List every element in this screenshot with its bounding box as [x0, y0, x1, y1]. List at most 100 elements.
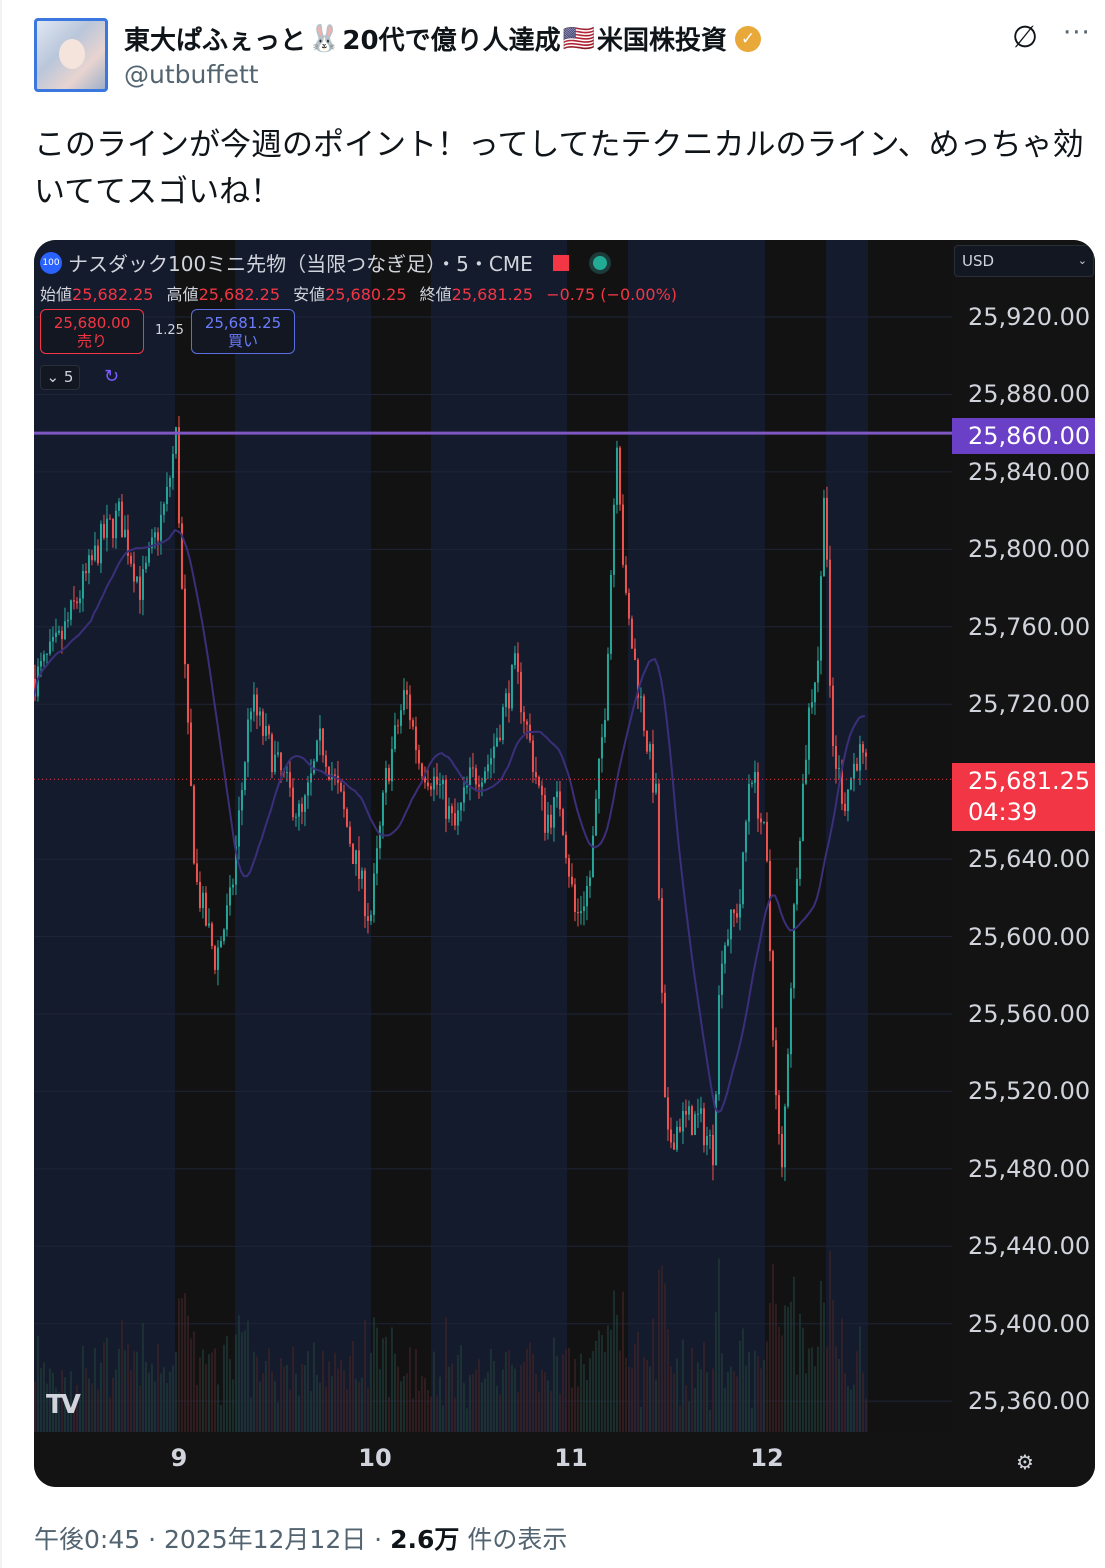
volume-bar — [759, 1368, 762, 1432]
currency-select[interactable]: USD ⌄ — [954, 245, 1094, 277]
volume-bar — [750, 1407, 753, 1432]
volume-bar — [729, 1366, 732, 1432]
candle — [639, 696, 642, 698]
volume-bar — [708, 1410, 711, 1432]
candle — [849, 778, 852, 790]
volume-bar — [681, 1339, 684, 1432]
volume-bar — [819, 1280, 822, 1432]
candle — [792, 904, 795, 989]
volume-bar — [531, 1354, 534, 1432]
settings-icon[interactable]: ⚙ — [1016, 1450, 1034, 1474]
price-tick: 25,600.00 — [968, 922, 1091, 951]
volume-bar — [654, 1379, 657, 1432]
volume-bar — [210, 1352, 213, 1432]
volume-bar — [456, 1355, 459, 1432]
candle — [393, 725, 396, 750]
tweet-time[interactable]: 午後0:45 — [34, 1525, 141, 1554]
volume-bar — [546, 1380, 549, 1432]
volume-bar — [747, 1351, 750, 1432]
candle — [660, 898, 663, 993]
avatar[interactable] — [34, 18, 108, 92]
volume-bar — [453, 1397, 456, 1432]
ohlc-legend: 始値25,682.25 高値25,682.25 安値25,680.25 終値25… — [40, 281, 685, 305]
volume-bar — [633, 1344, 636, 1432]
grok-icon[interactable]: ∅ — [1012, 20, 1039, 55]
volume-bar — [537, 1391, 540, 1432]
session-break-band — [175, 240, 235, 1432]
candle — [513, 653, 516, 665]
volume-bar — [333, 1352, 336, 1432]
candle — [186, 664, 189, 723]
volume-bar — [777, 1326, 780, 1432]
candle — [453, 813, 456, 826]
candle — [597, 758, 600, 799]
volume-bar — [774, 1303, 777, 1432]
candle — [624, 564, 627, 593]
candle — [168, 478, 171, 487]
volume-bar — [156, 1343, 159, 1432]
volume-bar — [699, 1369, 702, 1432]
volume-bar — [765, 1341, 768, 1432]
author-name[interactable]: 東大ぱふぇっと 🐰 20代で億り人達成 🇺🇸 米国株投資 ✓ — [124, 20, 761, 57]
candle — [396, 725, 399, 727]
volume-bar — [702, 1342, 705, 1432]
volume-bar — [183, 1293, 186, 1432]
volume-bar — [714, 1312, 717, 1432]
candle — [714, 1094, 717, 1166]
candle — [138, 576, 141, 600]
candle — [423, 776, 426, 783]
candle — [798, 840, 801, 879]
time-tick: 9 — [170, 1444, 188, 1472]
chart-image[interactable]: 100 ナスダック100ミニ先物（当限つなぎ足）・5・CME 始値25,682.… — [34, 240, 1095, 1487]
candle — [477, 784, 480, 787]
buy-button[interactable]: 25,681.25 買い — [191, 309, 295, 354]
volume-bar — [486, 1372, 489, 1432]
tweet-date[interactable]: 2025年12月12日 — [163, 1525, 367, 1554]
volume-bar — [741, 1328, 744, 1432]
volume-bar — [243, 1330, 246, 1432]
volume-bar — [255, 1356, 258, 1432]
candle — [84, 571, 87, 574]
volume-bar — [666, 1328, 669, 1432]
volume-bar — [75, 1384, 78, 1432]
volume-bar — [687, 1401, 690, 1432]
volume-bar — [549, 1390, 552, 1432]
candle — [270, 734, 273, 773]
volume-bar — [504, 1352, 507, 1432]
candle — [702, 1108, 705, 1146]
candle — [672, 1142, 675, 1150]
candle — [135, 576, 138, 582]
volume-bar — [408, 1347, 411, 1432]
chevron-down-icon: ⌄ — [1077, 254, 1087, 267]
sell-button[interactable]: 25,680.00 売り — [40, 309, 144, 354]
candle — [708, 1134, 711, 1136]
candle — [216, 947, 219, 970]
refresh-icon[interactable]: ↻ — [104, 366, 120, 387]
volume-bar — [552, 1337, 555, 1432]
volume-bar — [192, 1331, 195, 1432]
candle — [516, 653, 519, 672]
candle — [843, 803, 846, 812]
candle — [318, 728, 321, 741]
candle — [378, 825, 381, 849]
chart-title: 100 ナスダック100ミニ先物（当限つなぎ足）・5・CME — [40, 248, 607, 277]
candle — [78, 598, 81, 604]
verified-badge-icon: ✓ — [734, 25, 761, 52]
volume-bar — [807, 1348, 810, 1432]
candle — [60, 630, 63, 640]
volume-bar — [171, 1365, 174, 1432]
candle — [498, 737, 501, 741]
candle — [657, 783, 660, 899]
volume-bar — [669, 1366, 672, 1432]
more-options-icon[interactable]: ··· — [1063, 18, 1091, 48]
candle — [789, 988, 792, 1055]
candle — [486, 764, 489, 772]
candle — [768, 860, 771, 952]
candle — [204, 892, 207, 926]
author-handle[interactable]: @utbuffett — [124, 60, 259, 89]
candle — [405, 690, 408, 695]
interval-selector[interactable]: ⌄ 5 — [40, 365, 80, 390]
volume-bar — [246, 1320, 249, 1432]
volume-bar — [264, 1360, 267, 1432]
volume-bar — [147, 1372, 150, 1432]
